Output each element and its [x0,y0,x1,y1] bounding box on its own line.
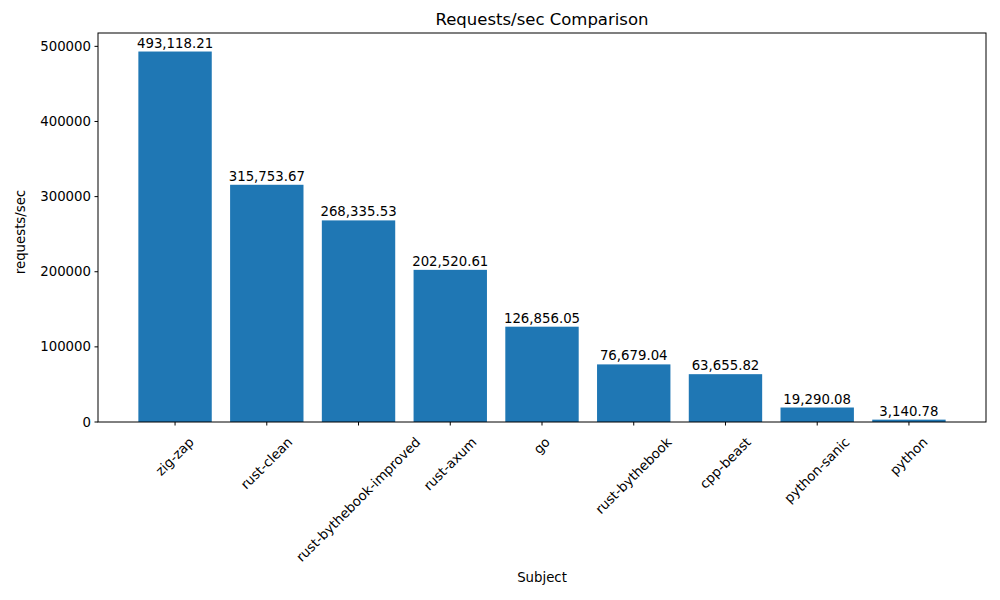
y-tick-label: 100000 [40,339,91,354]
y-tick-label: 300000 [40,189,91,204]
x-tick-label: rust-bythebook-improved [293,435,423,565]
chart-figure: Requests/sec Comparison requests/sec Sub… [0,0,1000,600]
bar-cpp-beast [689,374,762,422]
x-tick-label: python [887,435,930,478]
bar-rust-bythebook-improved [322,220,395,422]
x-tick-label: cpp-beast [697,435,754,492]
y-tick-label: 0 [83,415,91,430]
x-tick-label: python-sanic [781,435,852,506]
x-tick-label: zig-zap [153,435,197,479]
bar-zig-zap [138,52,211,422]
bar-value-label: 19,290.08 [783,392,851,407]
x-tick-label: go [531,435,553,457]
bar-value-label: 202,520.61 [412,254,488,269]
bar-value-label: 63,655.82 [692,358,760,373]
x-tick-label: rust-clean [238,435,296,493]
bar-value-label: 76,679.04 [600,348,668,363]
bar-rust-clean [230,185,303,422]
bar-value-label: 493,118.21 [137,36,213,51]
y-axis-label: requests/sec [13,190,28,274]
chart-title: Requests/sec Comparison [435,10,648,29]
bar-go [505,327,578,422]
bar-rust-axum [414,270,487,422]
plot-area: 0 100000 200000 300000 400000 500000 493,118.2… [40,33,986,565]
x-tick-label: rust-axum [421,435,480,494]
bar-python-sanic [781,408,854,422]
x-tick-label: rust-bythebook [592,434,675,517]
bar-value-label: 126,856.05 [504,311,580,326]
y-tick-label: 500000 [40,39,91,54]
bar-value-label: 3,140.78 [879,404,938,419]
bar-value-label: 268,335.53 [320,204,396,219]
y-tick-label: 200000 [40,264,91,279]
y-tick-label: 400000 [40,114,91,129]
bar-chart: Requests/sec Comparison requests/sec Sub… [0,0,1000,600]
x-axis-label: Subject [517,570,567,585]
bar-value-label: 315,753.67 [229,169,305,184]
bar-rust-bythebook [597,364,670,422]
